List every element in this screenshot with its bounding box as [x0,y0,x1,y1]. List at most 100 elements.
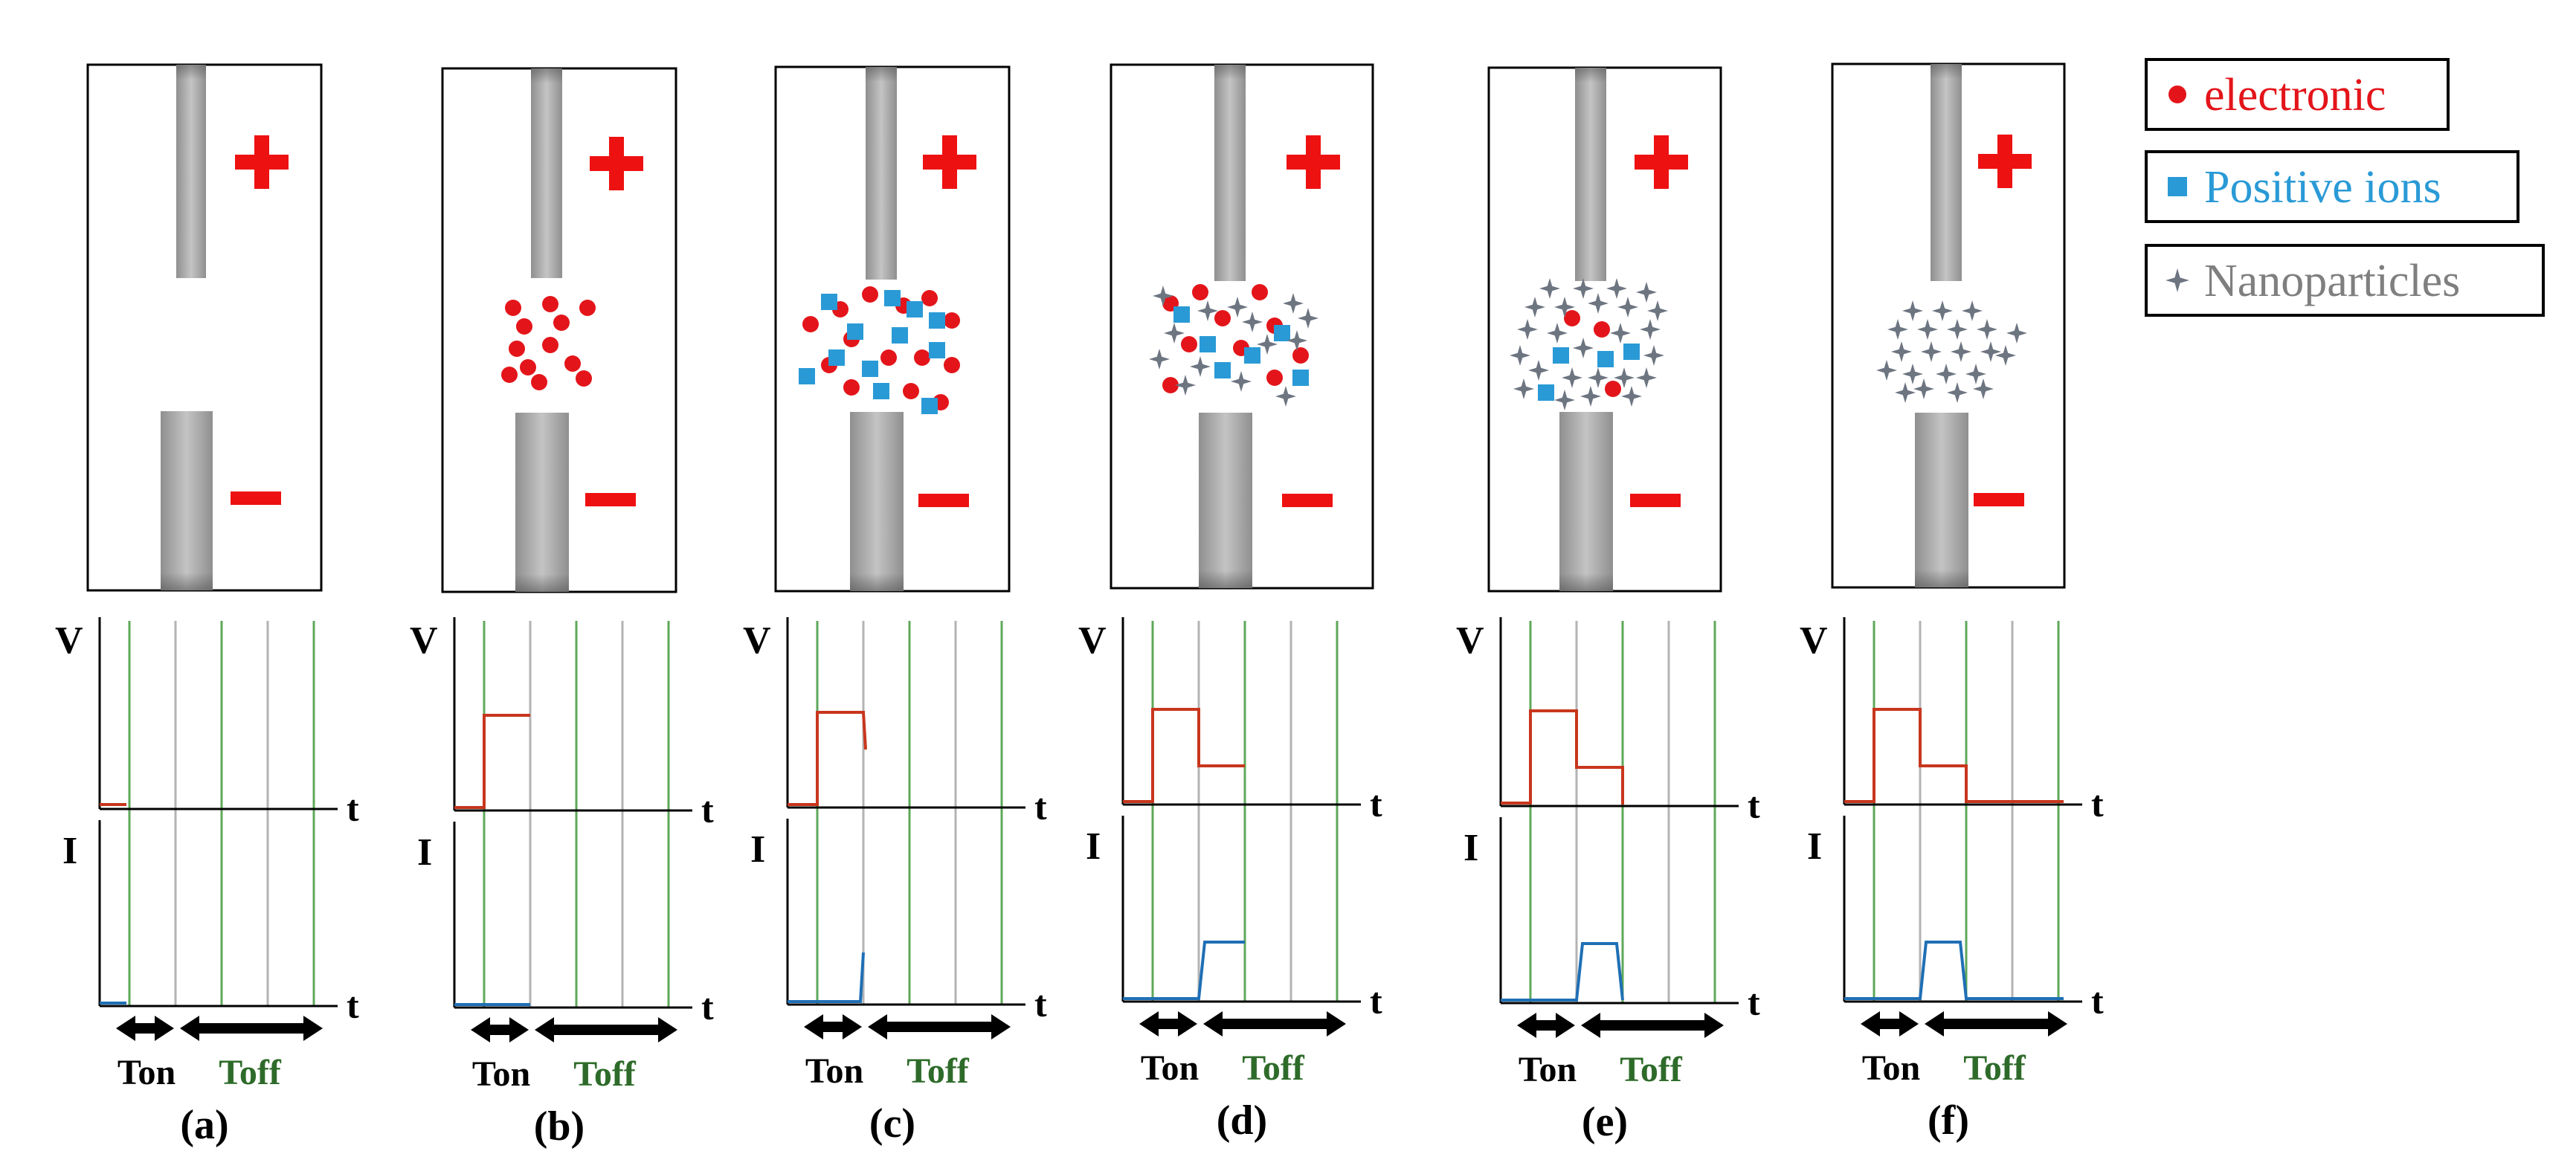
current-trace [1501,942,1624,1002]
panel-a: V It t Ton Toff (a) [55,63,359,1148]
ton-arrow [1517,1013,1575,1038]
bottom-electrode-shade [1915,570,1968,587]
panel-label: (e) [1582,1099,1628,1145]
electron-dot [579,300,596,316]
electron-dot [1214,310,1231,326]
ton-arrow [116,1016,174,1041]
bottom-electrode-rod [1915,413,1968,587]
nanoparticle-star [1231,371,1252,392]
nanoparticle-star [1887,319,1908,340]
panel-b: V It t Ton Toff (b) [410,67,714,1150]
negative-sign-icon [1974,493,2024,506]
electron-dot [903,383,919,399]
plus-bar-vertical [1306,135,1321,189]
electron-dot [1564,310,1580,326]
bottom-electrode-rod [161,411,213,590]
panel-label: (a) [180,1102,228,1148]
legend-item-nano: Nanoparticles [2145,244,2545,317]
voltage-axis-label: V [55,619,83,662]
nanoparticle-star [1977,319,1997,340]
nanoparticle-star [1517,319,1538,340]
electron-dot [542,296,558,312]
bottom-electrode-shade [161,573,213,590]
plus-bar-vertical [942,135,957,189]
time-axis-label: t [347,984,359,1026]
nanoparticle-star [1876,360,1897,381]
current-axis-label: I [1807,825,1822,868]
positive-ion-square [1173,306,1190,323]
electron-dot [1292,347,1309,364]
nanoparticle-star [1524,297,1545,317]
bottom-electrode-rod [850,412,904,591]
ton-label: Ton [1519,1050,1577,1089]
positive-ion-square [1623,344,1640,360]
panel-d: V It t Ton Toff (d) [1078,63,1382,1144]
nanoparticle-star [1643,345,1664,366]
nanoparticle-star [1175,375,1196,396]
panel-f: V It t Ton Toff (f) [1800,62,2104,1144]
top-electrode-shade [531,68,562,83]
electron-dot [509,341,525,357]
ton-label: Ton [1862,1048,1920,1088]
bottom-electrode-shade [850,573,904,591]
time-axis-label: t [701,789,714,831]
nanoparticle-star [1528,360,1549,381]
nanoparticle-star [1513,378,1534,399]
electron-dot [1181,336,1197,352]
nanoparticle-star [1647,300,1668,321]
time-axis-label: t [2091,783,2104,825]
bottom-electrode-rod [1199,413,1252,588]
legend-label: Nanoparticles [2204,256,2460,306]
bottom-electrode-rod [515,413,569,592]
negative-sign-icon [585,493,636,506]
positive-sign-icon [590,137,643,190]
waveform-chart: V It t Ton Toff (f) [1800,617,2104,1144]
legend-item-ion: Positive ions [2145,150,2519,223]
electron-dot [921,290,938,306]
electron-dot [944,312,960,329]
bottom-electrode-rod [1559,412,1613,591]
electron-dot [576,370,592,387]
nanoparticle-star [1588,293,1609,314]
electron-dot [1252,284,1268,300]
positive-ion-square [1274,325,1290,341]
time-axis-label: t [1370,783,1382,825]
nanoparticle-star [1640,319,1661,340]
positive-ion-square [1597,351,1614,367]
positive-ion-square [1244,347,1260,364]
nanoparticle-star [1947,319,1968,340]
toff-label: Toff [573,1054,637,1094]
nanoparticle-star [1227,297,1248,317]
negative-sign-icon [1630,494,1681,507]
nanoparticle-star [1275,386,1296,407]
legend-label: electronic [2204,70,2386,120]
top-electrode-shade [1931,64,1962,79]
positive-ion-square [1214,362,1231,378]
arrow-head-right [1899,1011,1919,1037]
voltage-axis-label: V [1078,619,1107,662]
top-electrode-shade [1575,68,1606,83]
voltage-axis-label: V [1456,619,1484,662]
nanoparticle-star [1190,356,1211,377]
nanoparticle-star [1573,338,1594,358]
time-axis-label: t [1034,983,1047,1025]
nanoparticle-star [1902,364,1923,384]
top-electrode-rod [1575,68,1606,281]
arrow-head-right [155,1016,174,1041]
toff-arrow [1925,1011,2067,1037]
panel-label: (c) [869,1100,915,1147]
nanoparticle-star [1606,278,1627,299]
electron-dot [501,367,518,383]
nanoparticle-star [1153,286,1173,306]
bottom-electrode-shade [515,574,569,592]
electron-dot [1605,381,1621,397]
panel-label: (d) [1217,1097,1267,1144]
bottom-electrode-shade [1199,570,1252,588]
voltage-axis-label: V [410,619,438,662]
nanoparticle-star [1932,300,1953,321]
arrow-head-left [116,1016,135,1041]
nanoparticle-star [1917,319,1938,340]
legend-box [2145,150,2519,223]
arrow-head-left [1925,1011,1944,1037]
